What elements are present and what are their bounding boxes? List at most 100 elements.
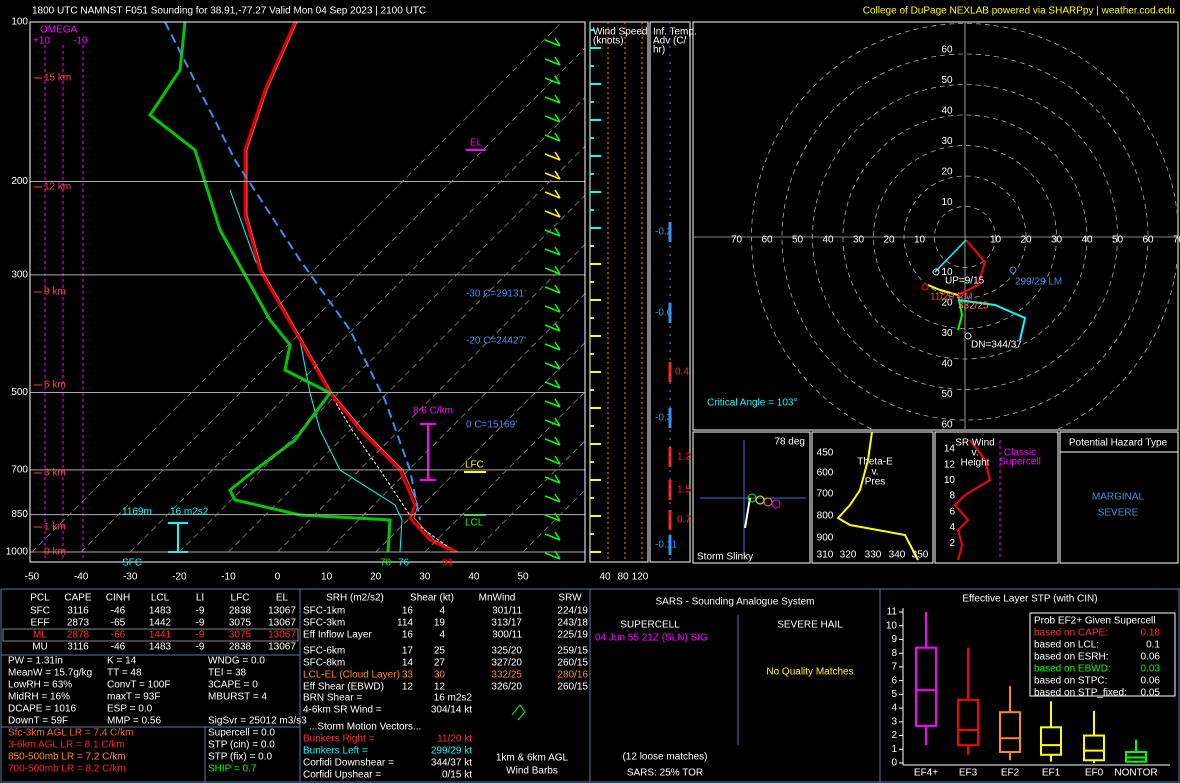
wind-barb bbox=[554, 132, 561, 142]
panel-title: hr) bbox=[653, 45, 665, 56]
hodo-tick: 60 bbox=[1142, 235, 1154, 246]
wind-barb bbox=[544, 191, 561, 199]
table-cell: LCL-EL (Cloud Layer) bbox=[303, 670, 400, 681]
legend-value: 0.03 bbox=[1141, 664, 1161, 675]
y-tick-label: 5 bbox=[891, 689, 897, 700]
wind-barb bbox=[554, 474, 561, 484]
table-cell: ML bbox=[33, 630, 47, 641]
index: SigSvr = 25012 m3/s3 bbox=[208, 716, 307, 727]
temperature-label: 30 bbox=[419, 572, 431, 583]
table-cell: 1483 bbox=[149, 606, 172, 617]
wind-barb bbox=[554, 75, 561, 85]
y-tick-label: 2 bbox=[891, 730, 897, 741]
advection-label: 0.4 bbox=[675, 367, 689, 378]
height-label: 6 bbox=[949, 506, 955, 517]
wind-barb bbox=[544, 58, 561, 66]
wind-barb bbox=[554, 227, 561, 237]
hodo-tick: 20 bbox=[1020, 235, 1032, 246]
hodo-trace bbox=[957, 239, 987, 296]
temperature-label: -50 bbox=[25, 572, 40, 583]
speed-tick: 120 bbox=[632, 572, 649, 583]
slinky-ring bbox=[771, 499, 781, 509]
index: TEI = 38 bbox=[208, 668, 247, 679]
panel-title: SR Wind bbox=[955, 438, 994, 449]
advection-label: -0.11 bbox=[655, 540, 677, 551]
wind-barb bbox=[554, 151, 561, 161]
wind-barb bbox=[544, 419, 561, 427]
y-tick-label: 6 bbox=[891, 675, 897, 686]
table-header: CINH bbox=[106, 593, 130, 604]
wind-barb bbox=[544, 96, 561, 104]
temperature-label: -30 bbox=[123, 572, 138, 583]
table-cell: SFC-6km bbox=[303, 646, 345, 657]
pressure-label: 100 bbox=[11, 17, 28, 28]
wind-barb bbox=[554, 550, 561, 560]
table-cell: -65 bbox=[111, 618, 126, 629]
legend-value: 0.05 bbox=[1141, 688, 1161, 699]
isotherm bbox=[129, 96, 585, 553]
height-label: 12 bbox=[944, 459, 956, 470]
wind-barb bbox=[544, 438, 561, 446]
composite: STP (fix) = 0.0 bbox=[208, 752, 272, 763]
srwind-frame bbox=[934, 431, 1059, 564]
isotherm bbox=[80, 47, 585, 553]
table-cell: 1442 bbox=[149, 618, 172, 629]
table-cell: -46 bbox=[111, 606, 126, 617]
wind-barb bbox=[554, 531, 561, 541]
height-label: 10 bbox=[944, 475, 956, 486]
kin-label: 4-6km SR Wind = bbox=[303, 705, 382, 716]
wind-barb bbox=[544, 248, 561, 256]
kin-label: BRN Shear = bbox=[303, 693, 362, 704]
chart-title: Effective Layer STP (with CIN) bbox=[962, 594, 1097, 605]
slinky-vector bbox=[744, 497, 751, 529]
box bbox=[1040, 726, 1062, 756]
table-cell: 327/20 bbox=[491, 658, 522, 669]
hodo-tick: 40 bbox=[822, 235, 834, 246]
table-cell: Eff Shear (EBWD) bbox=[303, 682, 384, 693]
table-cell: SFC-8km bbox=[303, 658, 345, 669]
temperature-label: 40 bbox=[468, 572, 480, 583]
wind-barb bbox=[554, 284, 561, 294]
box bbox=[1083, 734, 1105, 762]
table-cell: 280/16 bbox=[557, 670, 588, 681]
temperature-label: -20 bbox=[172, 572, 187, 583]
table-header: EL bbox=[276, 593, 289, 604]
advection-label: -0.6 bbox=[655, 308, 673, 319]
table-cell: 4 bbox=[439, 606, 445, 617]
y-tick-label: 3 bbox=[891, 716, 897, 727]
table-header: PCL bbox=[30, 593, 50, 604]
hodo-ring bbox=[751, 23, 1177, 429]
title: 1800 UTC NAMNST F051 Sounding for 38.91,… bbox=[32, 6, 426, 17]
table-cell: Eff Inflow Layer bbox=[303, 630, 372, 641]
table-cell: 30 bbox=[434, 670, 446, 681]
table-cell: SFC bbox=[30, 606, 50, 617]
surface-label: 76 bbox=[398, 558, 410, 569]
annotation: 8.6 C/km bbox=[413, 406, 453, 417]
supercell-label: Classic bbox=[1004, 448, 1036, 459]
hodo-ring bbox=[812, 84, 1118, 390]
index: MBURST = 4 bbox=[208, 692, 267, 703]
index: WNDG = 0.0 bbox=[208, 656, 265, 667]
wind-barb bbox=[544, 267, 561, 275]
y-tick-label: 8 bbox=[891, 648, 897, 659]
hodo-ring bbox=[842, 114, 1088, 360]
table-cell: 16 bbox=[402, 606, 414, 617]
pressure-label: 1000 bbox=[6, 547, 29, 558]
table-cell: 260/15 bbox=[557, 658, 588, 669]
table-cell: 13067 bbox=[268, 606, 296, 617]
height-label: 0 km bbox=[44, 547, 66, 558]
hodograph-plot bbox=[694, 23, 1177, 429]
wind-barb bbox=[544, 381, 561, 389]
kin-value: 16 m2s2 bbox=[434, 693, 473, 704]
legend-label: based on CAPE: bbox=[1034, 628, 1108, 639]
isotherm bbox=[228, 194, 585, 553]
table-cell: 2873 bbox=[67, 618, 90, 629]
table-cell: 3116 bbox=[67, 606, 89, 617]
table-cell: 259/15 bbox=[557, 646, 588, 657]
selected-parcel-box bbox=[2, 628, 299, 642]
hodo-ring bbox=[873, 145, 1057, 329]
composite: Supercell = 0.0 bbox=[208, 728, 275, 739]
table-cell: -66 bbox=[111, 630, 126, 641]
storm-marker bbox=[921, 283, 929, 291]
